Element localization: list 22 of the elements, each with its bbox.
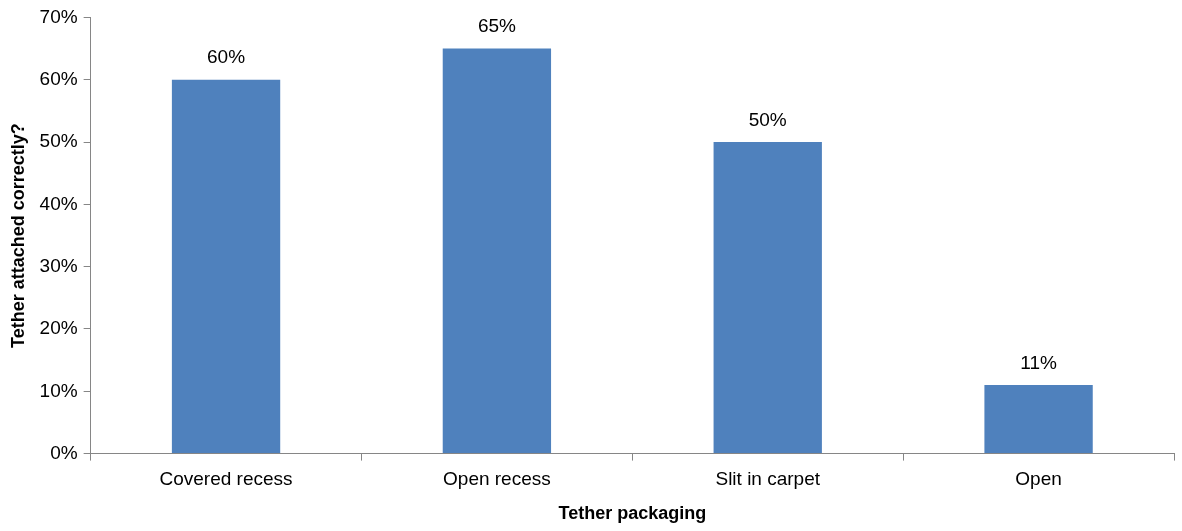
x-tick-label: Covered recess [159,468,293,490]
bar [171,79,281,454]
x-tick-label: Open recess [443,468,551,490]
data-label: 11% [1020,351,1057,373]
y-tick-label: 60% [39,67,78,89]
x-axis-title: Tether packaging [558,503,707,524]
x-tick-label: Open [1015,468,1062,490]
y-tick-label: 70% [39,5,78,27]
bar [442,48,552,454]
y-tick-label: 30% [39,254,78,276]
data-label: 60% [207,46,246,68]
data-label: 50% [748,108,787,130]
y-axis-title: Tether attached correctly? [7,123,28,348]
bar [984,385,1093,454]
x-tick-label: Slit in carpet [715,468,821,490]
data-label: 65% [477,15,517,37]
bar [713,142,822,454]
y-tick-label: 10% [39,379,78,401]
y-tick-label: 40% [39,192,78,214]
y-tick-label: 50% [39,130,78,152]
y-tick-label: 0% [50,441,78,463]
y-tick-label: 20% [39,317,78,339]
